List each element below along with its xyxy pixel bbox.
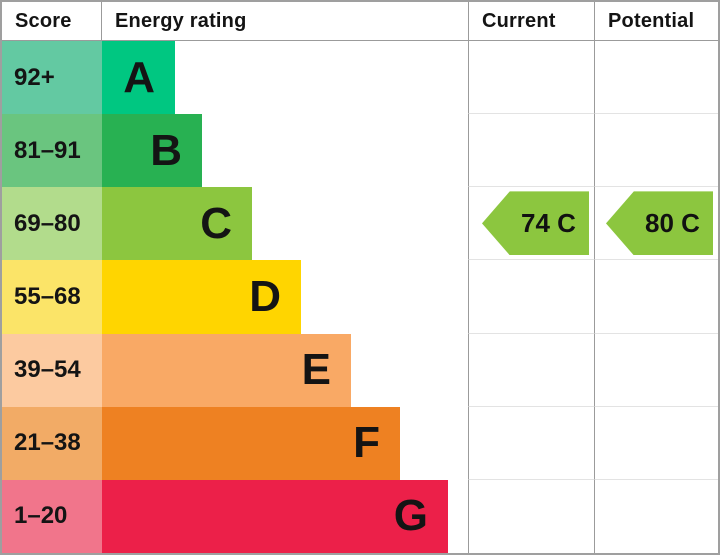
energy-rating-column-header: Energy rating [115,9,247,32]
band-letter: F [353,418,380,468]
score-range: 55–68 [2,260,102,334]
rating-bar-area: D [102,260,468,334]
rating-bar: A [102,41,175,115]
score-range: 21–38 [2,406,102,480]
potential-cell [594,406,718,480]
current-cell [468,41,594,115]
band-letter: D [249,271,281,321]
current-rating-arrow: 74 C [482,191,589,256]
rating-bar-area: B [102,114,468,188]
header-row: Score Energy rating Current Potential [2,2,718,41]
rating-bar-area: F [102,406,468,480]
rating-bar: G [102,479,448,553]
score-column-header: Score [2,2,102,40]
current-column-header: Current [468,2,594,40]
score-range: 92+ [2,41,102,115]
potential-rating-arrow: 80 C [606,191,713,256]
potential-cell [594,114,718,188]
score-range: 1–20 [2,479,102,553]
score-range: 69–80 [2,187,102,261]
band-row-d: 55–68 D [2,260,718,334]
potential-cell [594,479,718,553]
score-range: 81–91 [2,114,102,188]
rating-bar-area: C [102,187,468,261]
rating-bar: B [102,114,202,188]
rating-bar: C [102,187,252,261]
rating-bar-area: E [102,333,468,407]
band-row-a: 92+ A [2,41,718,115]
potential-cell [594,260,718,334]
band-row-b: 81–91 B [2,114,718,188]
potential-cell: 80 C [594,187,718,261]
band-letter: G [393,491,428,541]
rating-bar: E [102,333,351,407]
rating-bar-area: G [102,479,468,553]
rating-bar: F [102,406,400,480]
current-cell [468,114,594,188]
rating-bar: D [102,260,301,334]
band-row-g: 1–20 G [2,479,718,553]
band-letter: A [123,52,155,102]
score-range: 39–54 [2,333,102,407]
potential-rating-label: 80 C [645,207,700,238]
band-letter: C [200,198,232,248]
band-row-f: 21–38 F [2,406,718,480]
band-row-e: 39–54 E [2,333,718,407]
band-letter: B [150,125,182,175]
current-cell [468,479,594,553]
current-cell [468,406,594,480]
current-rating-label: 74 C [521,207,576,238]
potential-cell [594,41,718,115]
current-cell [468,260,594,334]
potential-cell [594,333,718,407]
band-row-c: 69–80 C 74 C 80 C [2,187,718,261]
potential-column-header: Potential [594,2,718,40]
current-cell: 74 C [468,187,594,261]
current-cell [468,333,594,407]
band-letter: E [301,345,331,395]
rating-bar-area: A [102,41,468,115]
